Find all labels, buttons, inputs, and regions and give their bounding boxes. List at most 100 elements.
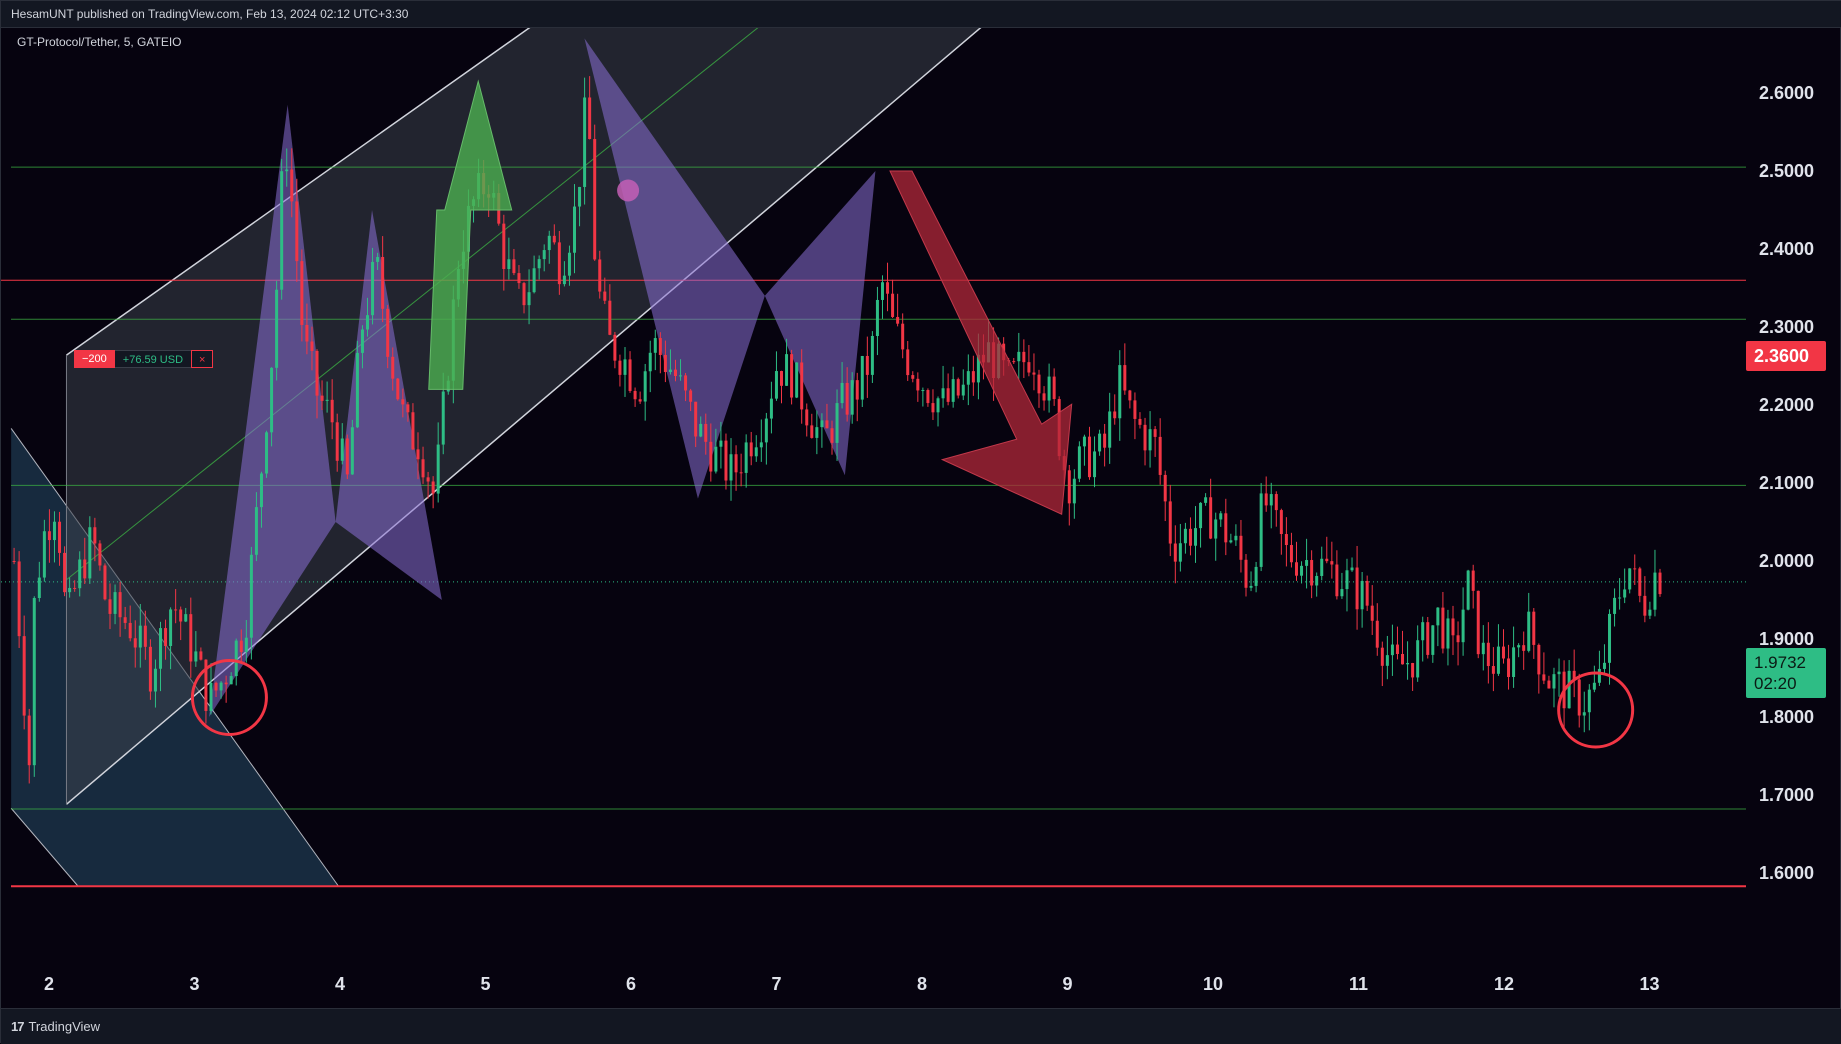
candle-body xyxy=(169,609,173,647)
candle-body xyxy=(1305,560,1309,566)
candle xyxy=(537,255,541,280)
candle-body xyxy=(567,252,571,276)
candle xyxy=(1375,603,1379,656)
candle xyxy=(1476,590,1480,659)
candle xyxy=(956,377,960,399)
candle xyxy=(593,124,597,261)
candle-body xyxy=(1138,418,1142,425)
chart-pane[interactable] xyxy=(1,1,1746,888)
candle xyxy=(1643,576,1647,623)
candle-body xyxy=(214,682,218,691)
candle xyxy=(1289,532,1293,568)
candle-body xyxy=(901,323,905,350)
candle xyxy=(1214,512,1218,561)
candle xyxy=(830,420,834,455)
candle-body xyxy=(68,587,72,593)
candle-body xyxy=(254,507,258,555)
footer-bar: 17 TradingView xyxy=(1,1008,1841,1044)
position-close-button[interactable]: × xyxy=(191,350,214,368)
y-tick-label-3: 1.9000 xyxy=(1759,629,1814,649)
candle-body xyxy=(1128,390,1132,401)
candle-body xyxy=(199,651,203,660)
candle xyxy=(643,363,647,421)
candle-body xyxy=(855,380,859,400)
candle xyxy=(764,412,768,465)
candle xyxy=(1047,363,1051,413)
candle-body xyxy=(1274,494,1278,511)
candle-body xyxy=(1552,674,1556,689)
candle xyxy=(103,563,107,601)
candle-body xyxy=(83,559,87,579)
candle xyxy=(522,281,526,314)
tradingview-brand[interactable]: 17 TradingView xyxy=(11,1019,100,1034)
candle-body xyxy=(542,250,546,260)
candle-body xyxy=(926,390,930,404)
candle-body xyxy=(1542,674,1546,681)
candle xyxy=(588,76,592,140)
candle-body xyxy=(673,369,677,377)
candle-body xyxy=(658,338,662,355)
candle-body xyxy=(436,444,440,494)
candle xyxy=(815,410,819,455)
candle-body xyxy=(1350,567,1354,571)
candle-body xyxy=(578,186,582,207)
candle xyxy=(1199,502,1203,548)
candle xyxy=(1279,508,1283,555)
candle-body xyxy=(1143,424,1147,451)
symbol-legend[interactable]: GT-Protocol/Tether, 5, GATEIO xyxy=(17,35,182,49)
candle-body xyxy=(1315,575,1319,586)
candle xyxy=(229,672,233,685)
candle-body xyxy=(800,362,804,410)
candle xyxy=(1325,536,1329,564)
candle xyxy=(648,340,652,393)
candle-body xyxy=(552,235,556,243)
candle-body xyxy=(335,422,339,461)
candle xyxy=(1168,484,1172,557)
position-quantity[interactable]: −200 xyxy=(74,350,115,368)
candle-body xyxy=(189,614,193,662)
candle xyxy=(153,659,157,708)
candle-body xyxy=(790,354,794,398)
candle xyxy=(1148,411,1152,468)
candle xyxy=(406,401,410,422)
harmonic-pattern-1-bcd xyxy=(335,210,442,600)
candle-body xyxy=(123,617,127,623)
candle-body xyxy=(113,592,117,614)
y-tick-label-4: 2.0000 xyxy=(1759,551,1814,571)
candle xyxy=(946,373,950,406)
candle xyxy=(1017,332,1021,380)
candle xyxy=(502,214,506,291)
position-label[interactable]: −200 +76.59 USD × xyxy=(74,350,214,368)
candle xyxy=(769,381,773,434)
candle-body xyxy=(1087,436,1091,478)
candle xyxy=(850,372,854,424)
candle-body xyxy=(32,598,36,766)
candle xyxy=(694,401,698,448)
candle-body xyxy=(1643,595,1647,616)
candle xyxy=(1310,550,1314,599)
candle-body xyxy=(265,432,269,474)
candle xyxy=(971,355,975,396)
candle-body xyxy=(537,259,541,269)
candle-body xyxy=(1517,645,1521,648)
candle-body xyxy=(1310,560,1314,586)
candle-body xyxy=(320,395,324,401)
candle-body xyxy=(315,350,319,396)
candle xyxy=(158,621,162,692)
candle xyxy=(825,403,829,429)
y-tick-label-5: 2.1000 xyxy=(1759,473,1814,493)
candle xyxy=(1527,592,1531,653)
candle-body xyxy=(1512,647,1516,678)
candle-body xyxy=(204,659,208,711)
candle-body xyxy=(613,334,617,361)
candle xyxy=(679,359,683,381)
candle-body xyxy=(1123,365,1127,391)
candle-body xyxy=(1411,663,1415,678)
candle-body xyxy=(769,398,773,419)
candle-body xyxy=(1158,436,1162,475)
candle-body xyxy=(285,169,289,172)
candle xyxy=(1390,624,1394,676)
candle xyxy=(1547,675,1551,689)
candle-body xyxy=(1401,653,1405,665)
